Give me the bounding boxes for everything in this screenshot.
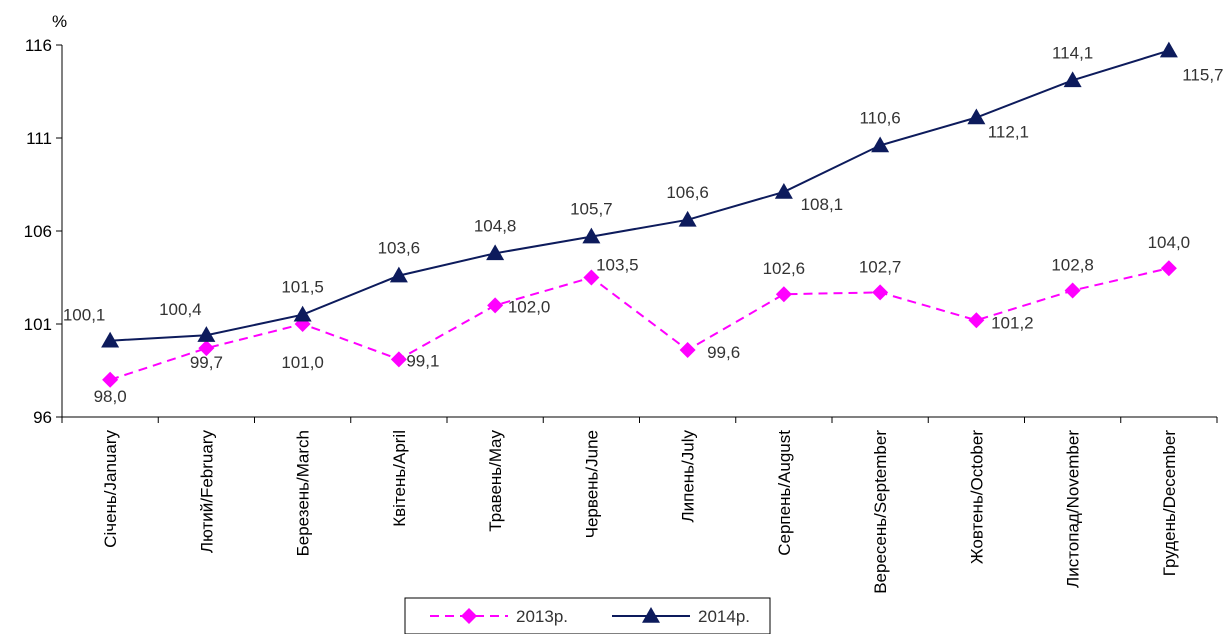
data-label: 103,5 [596,256,639,275]
data-label: 98,0 [94,387,127,406]
data-label: 100,1 [63,306,106,325]
x-tick-labels: Січень/January Лютий/February Березень/Mar… [101,430,1179,594]
data-point-diamond [1064,282,1081,299]
axes [56,44,1218,423]
data-point-diamond [968,312,985,329]
data-point-triangle [871,136,890,153]
series-lines [109,49,1170,381]
data-label: 104,8 [474,216,517,235]
data-label: 104,0 [1148,233,1191,252]
data-label: 102,8 [1051,256,1094,275]
data-label: 101,5 [281,278,324,297]
data-label: 112,1 [988,123,1029,142]
data-point-triangle [1063,71,1082,88]
data-labels: 98,0 99,7 101,0 99,1 102,0 103,5 99,6 102,6 102,… [63,43,1223,405]
data-label: 115,7 [1182,66,1223,85]
y-tick-label: 111 [26,129,52,148]
data-point-diamond [102,371,119,388]
x-tick-label: Жовтень/October [967,430,986,564]
data-point-triangle [389,266,408,283]
y-tick-label: 116 [25,36,52,55]
data-point-triangle [486,244,505,261]
x-tick-label: Березень/March [294,430,313,556]
data-label: 100,4 [159,300,202,319]
legend-marker-triangle [642,607,660,623]
legend-marker-diamond [461,608,477,624]
x-tick-label: Вересень/September [871,430,890,594]
data-point-triangle [582,227,601,244]
data-point-diamond [872,284,889,301]
data-label: 102,6 [763,259,806,278]
data-point-diamond [775,286,792,303]
data-point-triangle [967,108,986,125]
y-tick-label: 96 [33,408,52,427]
data-label: 108,1 [801,195,844,214]
data-label: 101,0 [281,353,324,372]
x-tick-label: Липень/July [679,430,698,523]
x-tick-label: Листопад/November [1064,430,1083,588]
legend-items: 2013р. 2014р. [430,607,750,626]
data-label: 114,1 [1052,43,1093,62]
data-point-triangle [1159,41,1178,58]
data-point-triangle [101,331,120,348]
data-point-diamond [583,269,600,286]
data-label: 101,2 [991,313,1034,332]
x-tick-label: Лютий/February [197,430,216,554]
x-tick-label: Серпень/August [775,430,794,556]
data-point-triangle [197,326,216,342]
data-label: 99,7 [190,353,223,372]
series-line-1 [109,267,1170,381]
data-point-diamond [198,340,215,357]
x-tick-label: Січень/January [101,430,120,548]
legend-label: 2014р. [698,607,750,626]
data-point-diamond [1160,260,1177,277]
data-point-diamond [390,351,407,368]
y-tick-label: 106 [24,222,52,241]
data-point-triangle [678,210,697,227]
data-label: 105,7 [570,200,613,219]
x-tick-label: Червень/June [582,430,601,538]
legend-box [404,597,771,634]
data-label: 106,6 [666,183,709,202]
y-tick-label: 101 [24,315,52,334]
x-tick-label: Квітень/April [390,430,409,527]
data-label: 110,6 [859,108,900,127]
legend: 2013р. 2014р. [404,597,771,634]
data-label: 102,0 [508,297,551,316]
legend-label: 2013р. [516,607,568,626]
x-tick-label: Травень/May [486,430,505,532]
data-label: 99,6 [707,343,740,362]
data-point-diamond [679,342,696,359]
data-point-triangle [774,182,793,199]
data-label: 103,6 [378,239,421,258]
series-line-2 [110,49,1170,342]
series-markers [101,41,1178,388]
data-label: 99,1 [406,351,439,370]
y-axis-unit-label: % [52,12,67,31]
data-point-triangle [293,305,312,322]
data-label: 102,7 [859,257,902,276]
data-point-diamond [487,297,504,314]
x-tick-label: Грудень/December [1160,430,1179,577]
y-tick-labels: 96 101 106 111 116 [24,36,52,427]
